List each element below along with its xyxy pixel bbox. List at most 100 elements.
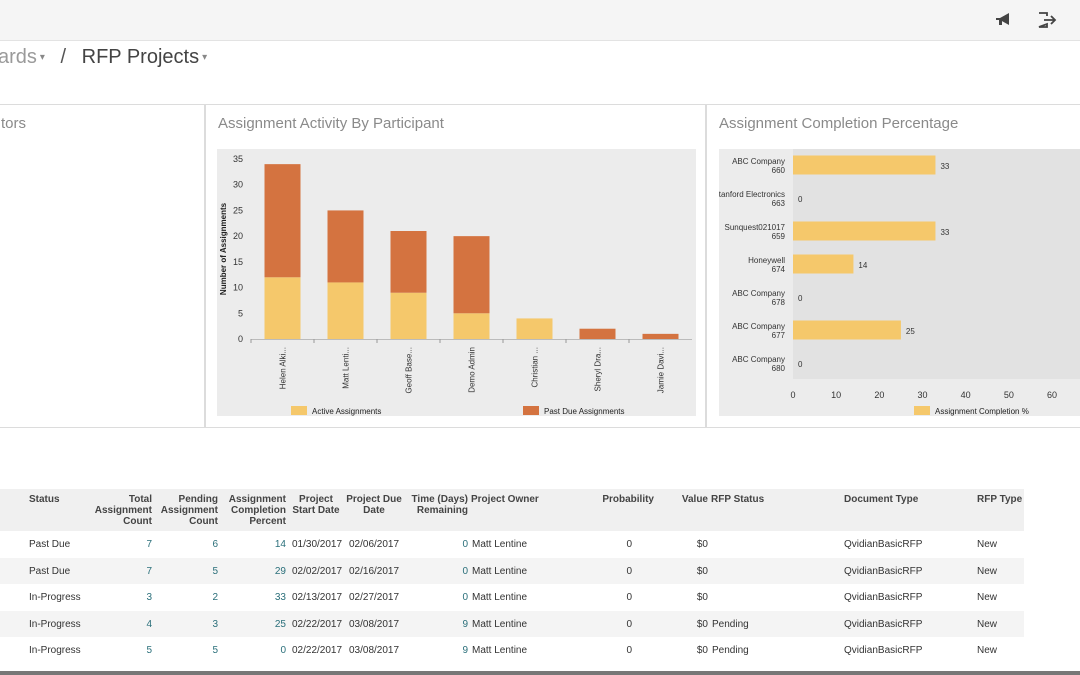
header-line: Count: [123, 516, 152, 527]
past-due-assignments-bar: [579, 328, 616, 339]
cell-pending[interactable]: 6: [212, 539, 218, 550]
y-tick-label: 20: [233, 231, 243, 241]
header-project-owner[interactable]: Project Owner: [471, 494, 539, 505]
y-tick-label: 677: [772, 331, 786, 340]
activity-panel-title: Assignment Activity By Participant: [218, 115, 444, 132]
cell-time[interactable]: 0: [462, 592, 468, 603]
cell-total[interactable]: 7: [146, 539, 152, 550]
data-label: 33: [940, 228, 949, 237]
cell-time[interactable]: 0: [462, 539, 468, 550]
completion-bar: [793, 320, 901, 340]
header-line: Completion: [231, 505, 286, 516]
cell-total[interactable]: 7: [146, 565, 152, 577]
cell-time[interactable]: 9: [462, 618, 468, 630]
cell-total[interactable]: 5: [146, 645, 152, 656]
y-tick-label: 15: [233, 257, 243, 267]
header-status[interactable]: Status: [29, 494, 60, 505]
y-tick-label: 680: [772, 364, 786, 373]
cell-total[interactable]: 4: [146, 618, 152, 630]
cell-pending[interactable]: 2: [212, 592, 218, 603]
data-label: 25: [906, 327, 915, 336]
cell-rfptype: New: [977, 565, 998, 577]
y-tick-label: 660: [772, 166, 786, 175]
cell-due: 02/27/2017: [349, 592, 400, 603]
cell-prob: 0: [626, 618, 632, 630]
cell-owner: Matt Lentine: [472, 592, 528, 603]
megaphone-icon[interactable]: [994, 10, 1016, 30]
breadcrumb-parent[interactable]: ards: [0, 46, 37, 68]
chevron-down-icon[interactable]: ▾: [39, 52, 45, 64]
cell-rfpstatus: Pending: [712, 618, 749, 630]
logout-icon[interactable]: [1036, 10, 1058, 30]
header-completion-percent[interactable]: Assignment Completion Percent: [224, 494, 286, 527]
cell-pending[interactable]: 3: [212, 618, 218, 630]
y-tick-label: 674: [772, 265, 786, 274]
cell-status: In-Progress: [29, 592, 81, 603]
legend-label: Assignment Completion %: [935, 407, 1029, 416]
header-line: Time (Days): [411, 494, 468, 505]
header-line: Pending: [178, 494, 218, 505]
active-assignments-bar: [390, 292, 427, 339]
x-tick-label: 10: [831, 390, 841, 400]
header-document-type[interactable]: Document Type: [844, 494, 919, 505]
header-line: Total: [128, 494, 152, 505]
cell-completion[interactable]: 29: [274, 565, 286, 577]
y-tick-label: 663: [772, 199, 786, 208]
table-header: [0, 489, 1024, 531]
breadcrumb-separator: /: [60, 46, 67, 68]
cell-completion[interactable]: 25: [274, 618, 286, 630]
x-tick-label: Helen Alki...: [279, 347, 288, 389]
cell-start: 02/02/2017: [292, 565, 343, 577]
table-row[interactable]: Past Due 7 5 29 02/02/2017 02/16/2017 0 Matt Le…: [0, 557, 1024, 584]
table-row[interactable]: In-Progress 3 2 33 02/13/2017 02/27/2017 0 Matt…: [0, 584, 1024, 610]
y-tick-label: Stanford Electronics: [719, 190, 785, 199]
table-row[interactable]: In-Progress 4 3 25 02/22/2017 03/08/2017 9 Matt…: [0, 610, 1024, 637]
cell-time[interactable]: 0: [462, 565, 468, 577]
y-tick-label: 678: [772, 298, 786, 307]
legend-label: Past Due Assignments: [544, 407, 624, 416]
y-axis-label: Number of Assignments: [219, 202, 228, 295]
cell-value: $0: [696, 565, 708, 577]
header-pending-assignment-count[interactable]: Pending Assignment Count: [158, 494, 218, 527]
header-project-due-date[interactable]: Project Due Date: [344, 494, 404, 516]
cell-value: $0: [696, 618, 708, 630]
cell-completion[interactable]: 0: [280, 645, 286, 656]
x-tick-label: Geoff Base...: [405, 347, 414, 394]
cell-owner: Matt Lentine: [472, 618, 528, 630]
x-tick-label: Matt Lenti...: [342, 347, 351, 389]
header-rfp-status[interactable]: RFP Status: [711, 494, 765, 505]
legend-swatch: [523, 406, 539, 415]
header-time-remaining[interactable]: Time (Days) Remaining: [408, 494, 468, 516]
chevron-down-icon[interactable]: ▾: [202, 52, 208, 64]
x-tick-label: 0: [790, 390, 795, 400]
y-tick-label: 0: [238, 334, 243, 344]
cell-pending[interactable]: 5: [212, 645, 218, 656]
table-row[interactable]: In-Progress 5 5 0 02/22/2017 03/08/2017 9 Matt …: [0, 637, 1024, 663]
table-row[interactable]: Past Due 7 6 14 01/30/2017 02/06/2017 0 Matt Le…: [0, 531, 1024, 557]
header-total-assignment-count[interactable]: Total Assignment Count: [92, 494, 152, 527]
cell-doctype: QvidianBasicRFP: [844, 565, 923, 577]
cell-total[interactable]: 3: [146, 592, 152, 603]
cell-prob: 0: [626, 565, 632, 577]
cell-completion[interactable]: 14: [274, 539, 286, 550]
header-project-start-date[interactable]: Project Start Date: [292, 494, 340, 516]
breadcrumb-current[interactable]: RFP Projects: [81, 46, 200, 68]
active-assignments-bar: [453, 313, 490, 339]
header-rfp-type[interactable]: RFP Type: [977, 494, 1023, 505]
cell-time[interactable]: 9: [462, 645, 468, 656]
cell-due: 02/16/2017: [349, 565, 400, 577]
header-value[interactable]: Value: [681, 494, 708, 505]
cell-completion[interactable]: 33: [274, 592, 286, 603]
cell-status: Past Due: [29, 539, 71, 550]
completion-bar: [793, 254, 854, 274]
cell-pending[interactable]: 5: [212, 565, 218, 577]
cell-prob: 0: [626, 592, 632, 603]
completion-bar: [793, 155, 936, 175]
cell-prob: 0: [626, 645, 632, 656]
header-line: Start Date: [292, 505, 340, 516]
header-probability[interactable]: Probability: [602, 494, 654, 505]
data-label: 33: [940, 162, 949, 171]
y-tick-label: Honeywell: [748, 256, 785, 265]
y-tick-label: ABC Company: [732, 322, 785, 331]
